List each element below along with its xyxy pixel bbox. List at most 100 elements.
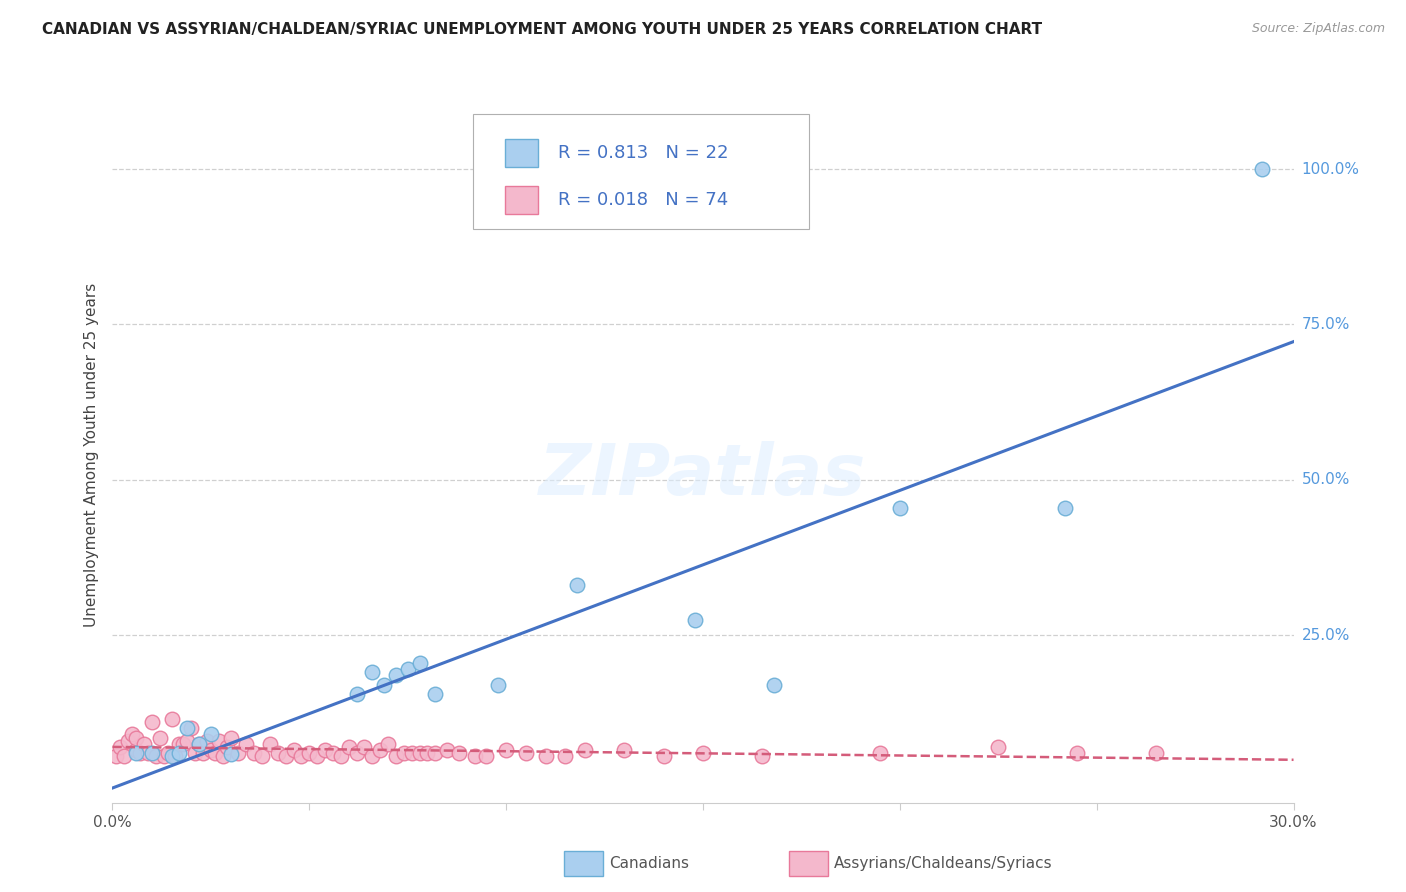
Point bbox=[436, 743, 458, 757]
Text: Assyrians/Chaldeans/Syriacs: Assyrians/Chaldeans/Syriacs bbox=[834, 856, 1052, 871]
Text: R = 0.813   N = 22: R = 0.813 N = 22 bbox=[558, 145, 728, 162]
Point bbox=[243, 746, 266, 760]
Point bbox=[169, 737, 191, 751]
Point bbox=[416, 746, 439, 760]
Point bbox=[396, 662, 419, 676]
Text: 25.0%: 25.0% bbox=[1302, 628, 1350, 642]
Point bbox=[283, 743, 305, 757]
Point bbox=[132, 737, 155, 751]
Point bbox=[408, 746, 430, 760]
Point bbox=[486, 678, 509, 692]
Point bbox=[121, 727, 143, 741]
Point bbox=[267, 746, 290, 760]
Point bbox=[228, 746, 250, 760]
Point bbox=[129, 746, 152, 760]
Text: Source: ZipAtlas.com: Source: ZipAtlas.com bbox=[1251, 22, 1385, 36]
Point bbox=[464, 749, 486, 764]
Point bbox=[401, 746, 423, 760]
Text: R = 0.018   N = 74: R = 0.018 N = 74 bbox=[558, 191, 728, 209]
Point bbox=[208, 733, 231, 747]
Point bbox=[385, 749, 408, 764]
Point bbox=[136, 746, 159, 760]
Point bbox=[259, 737, 281, 751]
Point bbox=[112, 749, 135, 764]
Point bbox=[200, 727, 222, 741]
Point bbox=[188, 737, 211, 751]
Point bbox=[346, 687, 368, 701]
Text: 50.0%: 50.0% bbox=[1302, 472, 1350, 487]
Text: CANADIAN VS ASSYRIAN/CHALDEAN/SYRIAC UNEMPLOYMENT AMONG YOUTH UNDER 25 YEARS COR: CANADIAN VS ASSYRIAN/CHALDEAN/SYRIAC UNE… bbox=[42, 22, 1042, 37]
Point bbox=[156, 746, 179, 760]
Point bbox=[613, 743, 636, 757]
Point bbox=[368, 743, 391, 757]
Point bbox=[447, 746, 470, 760]
Point bbox=[495, 743, 517, 757]
Text: Canadians: Canadians bbox=[609, 856, 689, 871]
Point bbox=[515, 746, 537, 760]
Point bbox=[125, 743, 148, 757]
Point bbox=[683, 613, 706, 627]
Point bbox=[105, 749, 128, 764]
Y-axis label: Unemployment Among Youth under 25 years: Unemployment Among Youth under 25 years bbox=[84, 283, 100, 627]
Point bbox=[692, 746, 714, 760]
Point bbox=[160, 749, 183, 764]
Point bbox=[250, 749, 273, 764]
Point bbox=[1054, 500, 1077, 515]
Point bbox=[274, 749, 297, 764]
Point bbox=[534, 749, 557, 764]
Point bbox=[408, 656, 430, 670]
Point bbox=[574, 743, 596, 757]
Point bbox=[149, 731, 172, 745]
Point bbox=[987, 739, 1010, 754]
Text: 100.0%: 100.0% bbox=[1302, 161, 1360, 177]
Point bbox=[215, 739, 238, 754]
Point bbox=[235, 737, 257, 751]
Point bbox=[160, 712, 183, 726]
Point bbox=[425, 746, 447, 760]
Point bbox=[1144, 746, 1167, 760]
Point bbox=[329, 749, 352, 764]
FancyBboxPatch shape bbox=[505, 139, 538, 167]
Point bbox=[188, 737, 211, 751]
Point bbox=[195, 733, 218, 747]
Point bbox=[475, 749, 498, 764]
Point bbox=[652, 749, 675, 764]
Point bbox=[377, 737, 399, 751]
Point bbox=[298, 746, 321, 760]
Point bbox=[204, 746, 226, 760]
Point bbox=[180, 721, 202, 735]
Point bbox=[751, 749, 773, 764]
Point bbox=[152, 749, 174, 764]
Point bbox=[889, 500, 911, 515]
Point bbox=[392, 746, 415, 760]
Text: 75.0%: 75.0% bbox=[1302, 317, 1350, 332]
Point bbox=[290, 749, 312, 764]
Point bbox=[554, 749, 576, 764]
Point bbox=[869, 746, 891, 760]
Point bbox=[219, 731, 242, 745]
Point bbox=[141, 746, 163, 760]
Point bbox=[219, 747, 242, 762]
FancyBboxPatch shape bbox=[472, 114, 810, 229]
Point bbox=[145, 749, 167, 764]
Point bbox=[337, 739, 360, 754]
Point bbox=[172, 737, 194, 751]
Point bbox=[385, 668, 408, 682]
Point bbox=[211, 749, 233, 764]
Point bbox=[314, 743, 336, 757]
Point bbox=[762, 678, 785, 692]
Point bbox=[361, 749, 384, 764]
Point bbox=[191, 746, 214, 760]
Point bbox=[322, 746, 344, 760]
Point bbox=[141, 714, 163, 729]
Point bbox=[565, 578, 588, 592]
Point bbox=[176, 721, 198, 735]
FancyBboxPatch shape bbox=[505, 186, 538, 213]
Point bbox=[200, 743, 222, 757]
Point bbox=[165, 749, 187, 764]
Point bbox=[425, 687, 447, 701]
Point bbox=[169, 746, 191, 760]
Point bbox=[117, 733, 139, 747]
Point bbox=[176, 733, 198, 747]
Point bbox=[125, 731, 148, 745]
